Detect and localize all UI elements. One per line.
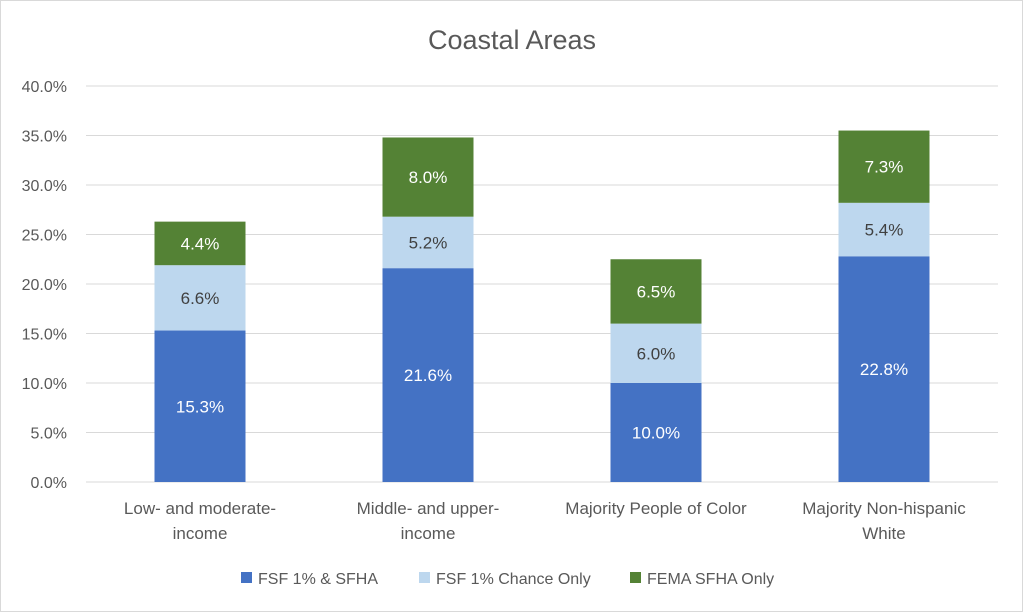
bar-segment — [610, 383, 702, 482]
x-category-label: income — [173, 524, 228, 543]
y-axis-tick-labels: 0.0% 5.0% 10.0% 15.0% 20.0% 25.0% 30.0% 35.0% 40… — [22, 79, 67, 492]
bar-segment — [838, 130, 930, 203]
data-label: 6.0% — [637, 344, 676, 363]
legend-swatch — [630, 572, 641, 583]
y-tick-label: 10.0% — [22, 376, 67, 393]
y-tick-label: 20.0% — [22, 277, 67, 294]
bar-segment — [838, 256, 930, 482]
legend-swatch — [419, 572, 430, 583]
chart-title: Coastal Areas — [428, 25, 596, 55]
bar-segment — [610, 323, 702, 383]
data-label: 5.2% — [409, 233, 448, 252]
bar-segment — [838, 202, 930, 257]
y-tick-label: 0.0% — [31, 475, 67, 492]
y-tick-label: 40.0% — [22, 79, 67, 96]
y-tick-label: 25.0% — [22, 228, 67, 245]
legend-swatch — [241, 572, 252, 583]
data-label: 4.4% — [181, 234, 220, 253]
data-label: 15.3% — [176, 397, 224, 416]
bar-segment — [382, 216, 474, 269]
bar-segment — [382, 137, 474, 217]
data-label: 6.6% — [181, 289, 220, 308]
legend-label: FEMA SFHA Only — [647, 571, 774, 588]
data-label: 8.0% — [409, 168, 448, 187]
bar-segment — [154, 265, 246, 331]
data-label: 6.5% — [637, 282, 676, 301]
data-label: 5.4% — [865, 221, 904, 240]
legend-label: FSF 1% Chance Only — [436, 571, 591, 588]
x-category-label: income — [401, 524, 456, 543]
y-tick-label: 5.0% — [31, 426, 67, 443]
x-category-label: Majority Non-hispanic — [802, 499, 966, 518]
bars: 15.3% 6.6% 4.4% 21.6% 5.2% 8.0% 10.0% 6.0% 6.5% 2… — [154, 130, 930, 482]
y-tick-label: 15.0% — [22, 327, 67, 344]
x-category-label: Low- and moderate- — [124, 499, 276, 518]
legend-label: FSF 1% & SFHA — [258, 571, 378, 588]
bar-segment — [382, 268, 474, 482]
x-category-label: White — [862, 524, 905, 543]
x-axis-category-labels: Low- and moderate-income Middle- and uppe… — [124, 499, 966, 543]
bar-segment — [154, 221, 246, 266]
data-label: 7.3% — [865, 158, 904, 177]
bar-segment — [610, 259, 702, 324]
x-category-label: Middle- and upper- — [357, 499, 500, 518]
data-label: 22.8% — [860, 360, 908, 379]
data-label: 21.6% — [404, 366, 452, 385]
bar-segment — [154, 330, 246, 482]
y-tick-label: 35.0% — [22, 129, 67, 146]
data-label: 10.0% — [632, 424, 680, 443]
y-tick-label: 30.0% — [22, 178, 67, 195]
legend: FSF 1% & SFHA FSF 1% Chance Only FEMA SFHA… — [241, 571, 774, 588]
x-category-label: Majority People of Color — [565, 499, 747, 518]
